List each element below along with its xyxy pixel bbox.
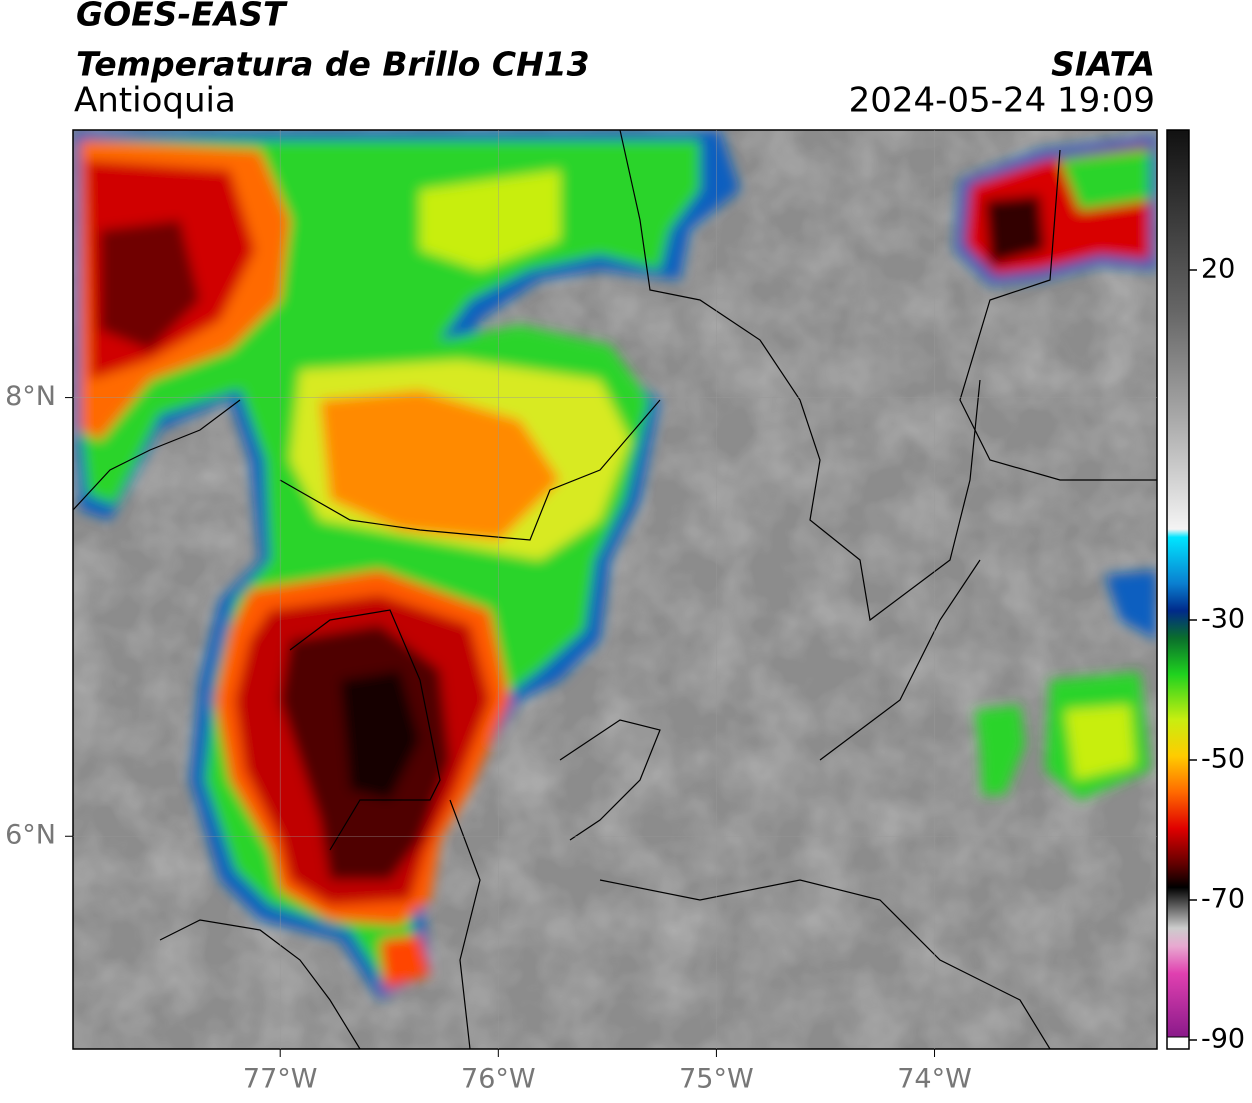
satellite-image <box>73 130 1157 1049</box>
colorbar-label: -70 <box>1201 884 1245 915</box>
x-tick-label: 75°W <box>679 1064 754 1095</box>
x-tick-label: 77°W <box>243 1064 318 1095</box>
map-frame <box>72 129 1158 1050</box>
region: Antioquia <box>74 81 236 121</box>
x-tick-label: 76°W <box>461 1064 536 1095</box>
source: SIATA <box>1051 45 1155 84</box>
y-tick-label: 6°N <box>5 820 56 851</box>
title: GOES-EAST <box>76 0 288 34</box>
datetime: 2024-05-24 19:09 <box>849 81 1155 121</box>
colorbar-label: -30 <box>1201 604 1245 635</box>
colorbar-under <box>1166 1036 1190 1050</box>
colorbar <box>1167 130 1189 1037</box>
colorbar-label: -50 <box>1201 744 1245 775</box>
subtitle: Temperatura de Brillo CH13 <box>76 45 590 84</box>
colorbar-label: 20 <box>1201 254 1235 285</box>
colorbar-label: -90 <box>1201 1024 1245 1055</box>
colorbar-frame <box>1166 129 1190 1050</box>
borders <box>73 130 1157 1049</box>
y-tick-label: 8°N <box>5 381 56 412</box>
x-tick-label: 74°W <box>897 1064 972 1095</box>
